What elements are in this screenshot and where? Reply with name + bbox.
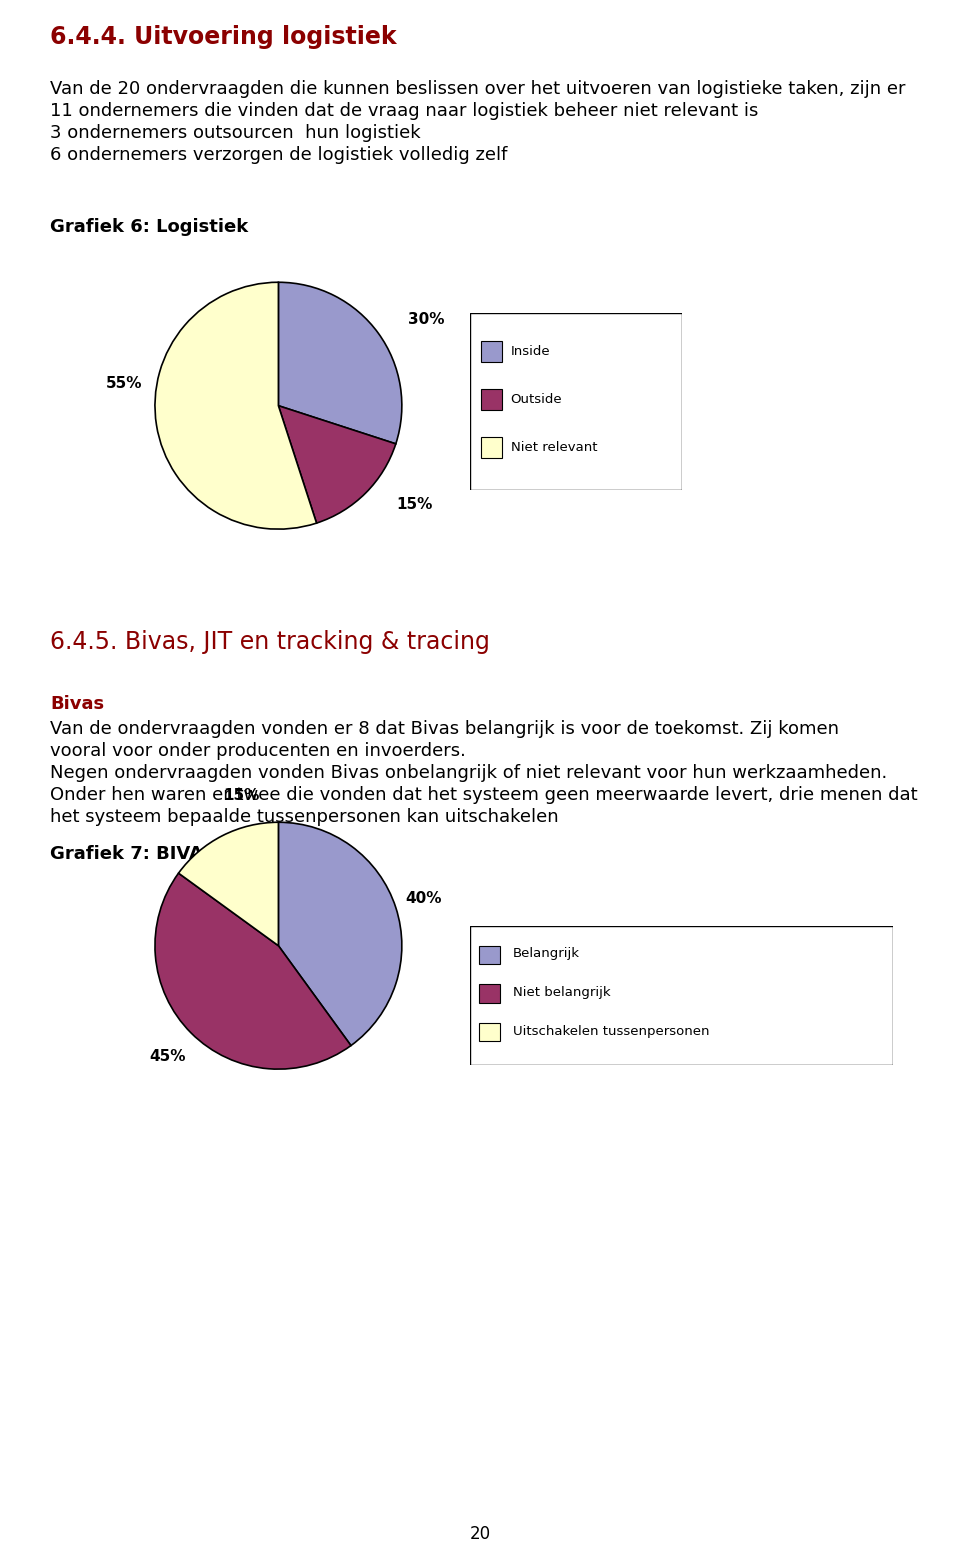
Text: 6.4.4. Uitvoering logistiek: 6.4.4. Uitvoering logistiek [50,25,396,49]
Text: Grafiek 7: BIVAS: Grafiek 7: BIVAS [50,846,216,863]
Text: 15%: 15% [223,787,259,802]
Bar [481,437,502,458]
Text: Onder hen waren er twee die vonden dat het systeem geen meerwaarde levert, drie : Onder hen waren er twee die vonden dat h… [50,785,918,804]
Wedge shape [155,873,351,1069]
Bar [481,389,502,410]
Text: het systeem bepaalde tussenpersonen kan uitschakelen: het systeem bepaalde tussenpersonen kan … [50,809,559,826]
Text: 20: 20 [469,1524,491,1543]
Wedge shape [179,822,278,946]
Bar [479,1023,500,1042]
Text: Van de ondervraagden vonden er 8 dat Bivas belangrijk is voor de toekomst. Zij k: Van de ondervraagden vonden er 8 dat Biv… [50,721,839,738]
Text: Van de 20 ondervraagden die kunnen beslissen over het uitvoeren van logistieke t: Van de 20 ondervraagden die kunnen besli… [50,80,905,99]
Wedge shape [278,282,402,444]
Text: 45%: 45% [149,1049,185,1065]
Text: 40%: 40% [406,892,443,906]
Text: Uitschakelen tussenpersonen: Uitschakelen tussenpersonen [513,1025,709,1038]
Text: Belangrijk: Belangrijk [513,947,580,960]
Wedge shape [155,282,317,529]
Text: Inside: Inside [511,346,550,358]
Text: 30%: 30% [408,312,444,327]
Text: 6 ondernemers verzorgen de logistiek volledig zelf: 6 ondernemers verzorgen de logistiek vol… [50,147,508,164]
Bar [481,341,502,363]
Text: 55%: 55% [106,376,142,390]
Text: Grafiek 6: Logistiek: Grafiek 6: Logistiek [50,218,249,236]
Text: Niet belangrijk: Niet belangrijk [513,986,611,1000]
Text: 3 ondernemers outsourcen  hun logistiek: 3 ondernemers outsourcen hun logistiek [50,123,420,142]
Text: 11 ondernemers die vinden dat de vraag naar logistiek beheer niet relevant is: 11 ondernemers die vinden dat de vraag n… [50,102,758,120]
Bar [479,946,500,964]
Text: 6.4.5. Bivas, JIT en tracking & tracing: 6.4.5. Bivas, JIT en tracking & tracing [50,630,490,654]
Wedge shape [278,822,402,1046]
Wedge shape [278,406,396,523]
Text: 15%: 15% [396,497,432,512]
Bar [479,984,500,1003]
Text: vooral voor onder producenten en invoerders.: vooral voor onder producenten en invoerd… [50,742,466,761]
Text: Niet relevant: Niet relevant [511,441,597,454]
Text: Negen ondervraagden vonden Bivas onbelangrijk of niet relevant voor hun werkzaam: Negen ondervraagden vonden Bivas onbelan… [50,764,887,782]
Text: Bivas: Bivas [50,694,104,713]
Text: Outside: Outside [511,393,563,406]
